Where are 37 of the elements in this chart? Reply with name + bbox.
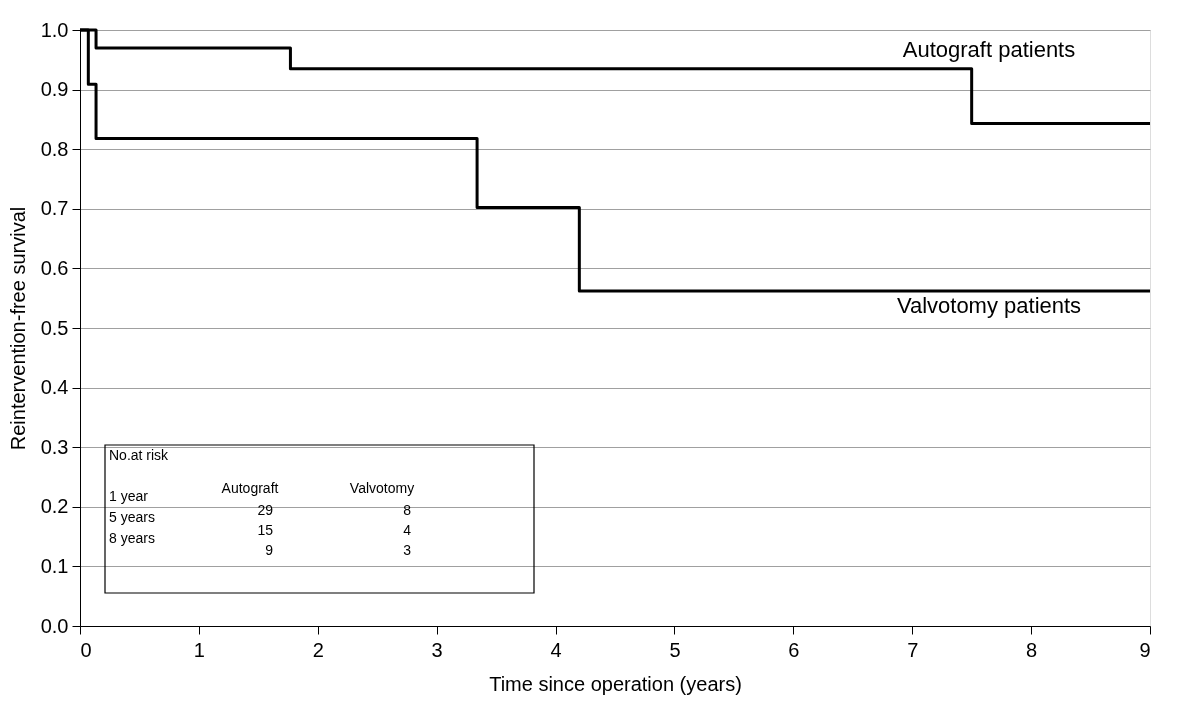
y-tick-label: 0.0 [40, 614, 69, 637]
y-tick-label: 1.0 [40, 18, 69, 41]
x-tick-label: 3 [431, 638, 443, 661]
y-axis-title: Reintervention-free survival [6, 206, 29, 451]
annotation: Autograft [221, 480, 279, 496]
y-tick-label: 0.2 [40, 495, 69, 518]
annotation: 8 [403, 502, 412, 518]
x-tick-label: 0 [80, 638, 92, 661]
y-tick-label: 0.1 [40, 554, 69, 577]
x-tick-label: 5 [669, 638, 681, 661]
annotation: No.at risk [109, 447, 170, 463]
x-tick-label: 1 [193, 638, 205, 661]
annotation: 5 years [109, 509, 155, 525]
annotation: Valvotomy [349, 480, 415, 496]
y-tick-label: 0.5 [40, 316, 69, 339]
annotation: 3 [403, 542, 412, 558]
annotation: 8 years [109, 530, 155, 546]
annotation: 9 [265, 542, 274, 558]
x-tick-label: 8 [1026, 638, 1038, 661]
x-tick-label: 7 [907, 638, 919, 661]
annotation: 15 [257, 522, 274, 538]
y-tick-label: 0.8 [40, 137, 69, 160]
annotation: 29 [257, 502, 274, 518]
y-tick-label: 0.6 [40, 256, 69, 279]
y-tick-label: 0.7 [40, 197, 69, 220]
series-label: Autograft patients [902, 37, 1076, 62]
x-tick-label: 9 [1139, 638, 1151, 661]
y-tick-label: 0.3 [40, 435, 69, 458]
y-tick-label: 0.4 [40, 376, 69, 399]
series-label: Valvotomy patients [896, 293, 1082, 318]
annotation: 4 [403, 522, 412, 538]
x-axis-title: Time since operation (years) [489, 672, 742, 695]
annotation: 1 year [109, 488, 149, 504]
x-tick-label: 4 [550, 638, 562, 661]
x-tick-label: 2 [312, 638, 324, 661]
x-tick-label: 6 [788, 638, 800, 661]
y-tick-label: 0.9 [40, 78, 69, 101]
